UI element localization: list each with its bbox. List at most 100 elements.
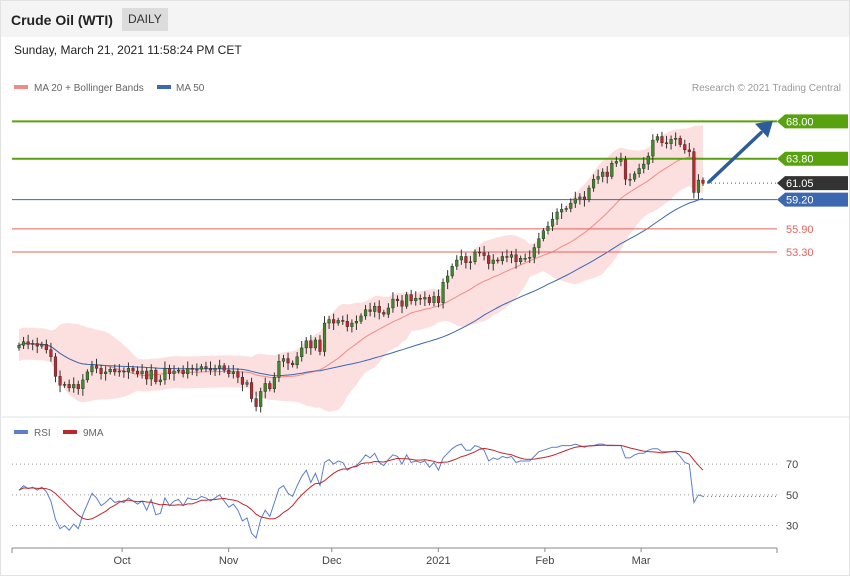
candle-body: [126, 368, 131, 373]
candle-body: [505, 256, 509, 258]
candle-body: [596, 176, 600, 180]
candle-body: [140, 370, 144, 374]
ma9-legend-swatch: [63, 430, 77, 434]
candle-body: [67, 384, 71, 389]
candle-body: [701, 179, 705, 184]
candle-body: [391, 298, 395, 309]
candle-body: [58, 376, 62, 386]
forecast-arrow-head: [755, 120, 773, 138]
rsi-tick-label-30: 30: [786, 521, 798, 533]
ma50-legend-label: MA 50: [176, 83, 205, 94]
candle-body: [40, 344, 44, 347]
candle-body: [304, 340, 308, 349]
ma50-legend-swatch: [157, 85, 171, 89]
candle-body: [423, 297, 427, 300]
candle-body: [373, 305, 377, 312]
candle-body: [322, 322, 327, 352]
candle-body: [582, 196, 587, 200]
candle-body: [500, 256, 504, 262]
candle-body: [409, 294, 413, 302]
candle-body: [664, 142, 669, 144]
candle-body: [63, 384, 67, 386]
candle-body: [610, 162, 614, 177]
candle-body: [560, 209, 564, 213]
candle-body: [272, 377, 276, 389]
candle-body: [601, 171, 605, 177]
candle-body: [496, 259, 500, 262]
candle-body: [113, 369, 117, 373]
candle-body: [491, 259, 495, 264]
candle-body: [477, 251, 482, 254]
candle-body: [591, 178, 596, 189]
x-axis-tick-label: Nov: [219, 555, 239, 567]
candle-body: [628, 178, 632, 181]
candle-body: [309, 340, 313, 349]
candle-body: [213, 368, 217, 371]
x-axis-tick-label: Dec: [322, 555, 342, 567]
candle-body: [291, 362, 295, 366]
candle-body: [363, 309, 368, 317]
candle-body: [468, 261, 473, 263]
candle-body: [208, 368, 213, 371]
candle-body: [259, 391, 263, 407]
candle-body: [94, 365, 99, 369]
candle-body: [99, 368, 103, 374]
candle-body: [195, 369, 199, 371]
candle-body: [359, 315, 363, 322]
x-axis-tick-label: Feb: [535, 555, 554, 567]
rsi-tick-label-70: 70: [786, 459, 798, 471]
candle-body: [537, 238, 541, 248]
candle-body: [354, 321, 359, 324]
candle-body: [459, 256, 463, 261]
credit-label: Research © 2021 Trading Central: [692, 83, 841, 94]
candle-body: [427, 297, 431, 303]
candle-body: [163, 368, 167, 381]
candle-body: [519, 258, 523, 262]
candle-body: [31, 343, 35, 345]
candle-body: [386, 307, 390, 315]
candle-body: [53, 356, 58, 377]
resistance-label-0: 68.00: [786, 116, 814, 128]
candle-body: [90, 365, 94, 373]
candle-body: [245, 382, 249, 385]
rsi-legend-label: RSI: [34, 428, 51, 439]
candle-body: [108, 369, 112, 373]
candle-body: [17, 345, 21, 349]
candle-body: [236, 371, 240, 378]
candle-body: [555, 211, 559, 220]
candle-body: [186, 368, 190, 374]
candle-body: [318, 339, 322, 352]
candle-body: [692, 151, 696, 193]
candle-body: [573, 198, 577, 204]
candle-body: [464, 256, 468, 263]
candle-body: [350, 322, 354, 327]
candle-body: [564, 208, 568, 210]
chart-header: Crude Oil (WTI) DAILY: [1, 1, 849, 37]
candle-body: [345, 321, 349, 327]
candle-body: [300, 347, 304, 358]
candle-body: [642, 163, 646, 169]
rsi-9ma-line: [18, 444, 704, 521]
candle-body: [633, 173, 637, 180]
candle-body: [81, 379, 85, 389]
candle-body: [683, 144, 687, 151]
timeframe-badge[interactable]: DAILY: [122, 8, 168, 31]
rsi-legend-swatch: [14, 430, 28, 434]
candle-body: [450, 266, 454, 277]
candle-body: [313, 339, 317, 349]
candle-body: [400, 300, 404, 307]
candle-body: [181, 369, 185, 374]
candle-body: [135, 370, 140, 374]
candle-body: [222, 365, 226, 371]
candle-body: [528, 257, 532, 259]
rsi-line: [18, 443, 704, 539]
forecast-arrow: [707, 120, 773, 184]
candle-body: [177, 369, 181, 372]
candle-body: [49, 349, 53, 358]
candle-body: [446, 275, 450, 283]
candle-body: [669, 138, 673, 144]
candle-body: [172, 370, 176, 374]
candle-body: [158, 379, 162, 382]
candle-body: [76, 384, 80, 389]
